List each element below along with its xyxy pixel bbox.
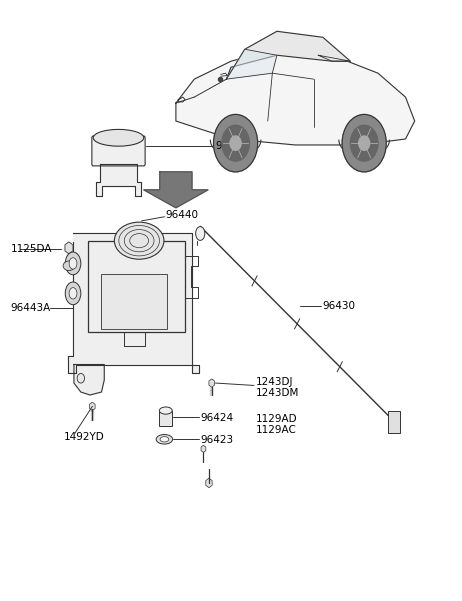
Ellipse shape <box>159 407 172 414</box>
Ellipse shape <box>156 435 173 444</box>
Ellipse shape <box>65 252 81 275</box>
Text: 96448: 96448 <box>215 141 248 151</box>
Ellipse shape <box>93 129 144 146</box>
Polygon shape <box>90 402 95 410</box>
Polygon shape <box>226 31 350 79</box>
Circle shape <box>350 125 378 161</box>
Text: 96430: 96430 <box>323 302 356 311</box>
Text: 96424: 96424 <box>200 413 233 423</box>
Ellipse shape <box>195 227 205 240</box>
Text: 96440: 96440 <box>166 210 199 220</box>
Ellipse shape <box>115 222 164 259</box>
FancyBboxPatch shape <box>92 136 145 166</box>
Ellipse shape <box>69 288 77 299</box>
Circle shape <box>359 136 370 150</box>
Text: 1125DA: 1125DA <box>11 244 52 254</box>
Bar <box>388 410 401 433</box>
Text: 1129AD: 1129AD <box>255 414 297 424</box>
Polygon shape <box>201 445 206 453</box>
Circle shape <box>230 136 241 150</box>
Circle shape <box>342 114 386 172</box>
Polygon shape <box>68 234 199 373</box>
Polygon shape <box>74 365 104 395</box>
Polygon shape <box>176 49 415 145</box>
Ellipse shape <box>63 261 75 270</box>
Bar <box>159 410 172 426</box>
Text: 96423: 96423 <box>200 436 233 445</box>
Polygon shape <box>209 379 214 387</box>
Bar <box>88 240 185 332</box>
Ellipse shape <box>69 258 77 269</box>
Circle shape <box>77 373 85 383</box>
Text: 1492YD: 1492YD <box>63 432 104 442</box>
Text: 1243DJ: 1243DJ <box>255 377 293 387</box>
Ellipse shape <box>65 282 81 305</box>
Circle shape <box>213 114 258 172</box>
Polygon shape <box>226 49 277 79</box>
Text: 96443A: 96443A <box>11 303 51 313</box>
Polygon shape <box>96 164 141 196</box>
Polygon shape <box>144 172 208 208</box>
Ellipse shape <box>160 436 169 442</box>
Circle shape <box>222 125 249 161</box>
Polygon shape <box>65 242 73 254</box>
Bar <box>102 274 167 329</box>
Text: 1129AC: 1129AC <box>255 425 296 435</box>
Polygon shape <box>206 478 212 488</box>
Text: 1243DM: 1243DM <box>255 388 299 398</box>
